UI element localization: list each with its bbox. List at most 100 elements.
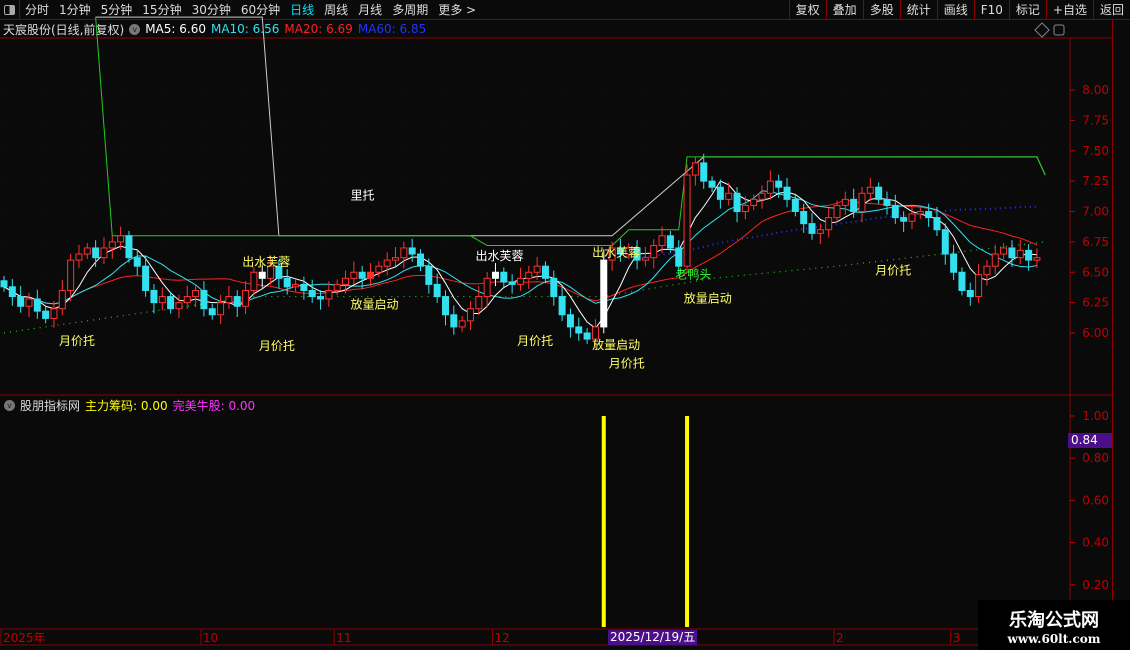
toolbar-button[interactable]: F10 <box>973 0 1009 20</box>
indicator-name: 股朋指标网 <box>20 399 81 413</box>
grid-dot <box>1041 119 1043 121</box>
grid-dot <box>641 180 643 182</box>
grid-dot <box>321 150 323 152</box>
grid-dot <box>681 332 683 334</box>
period-tab[interactable]: 30分钟 <box>191 3 231 17</box>
grid-dot <box>881 332 883 334</box>
candle-body <box>625 247 633 255</box>
grid-dot <box>321 241 323 243</box>
candle-body <box>600 259 608 328</box>
period-tab[interactable]: 周线 <box>324 3 349 17</box>
indicator-header: v 股朋指标网 主力筹码: 0.00 完美牛股: 0.00 <box>4 397 260 414</box>
candle-body <box>475 296 483 310</box>
right-side-panel[interactable] <box>1112 20 1130 650</box>
grid-dot <box>161 180 163 182</box>
period-tab[interactable]: 1分钟 <box>59 3 91 17</box>
toolbar-button[interactable]: 复权 <box>788 0 826 20</box>
grid-dot <box>881 241 883 243</box>
grid-dot <box>601 150 603 152</box>
candle-body <box>308 289 316 298</box>
grid-dot <box>881 150 883 152</box>
grid-dot <box>761 150 763 152</box>
grid-dot <box>841 302 843 304</box>
candle-body <box>441 296 449 316</box>
grid-dot <box>521 332 523 334</box>
diamond-icon[interactable] <box>1034 22 1050 38</box>
candle-body <box>841 198 849 206</box>
grid-dot <box>361 332 363 334</box>
panel-toggle-icon[interactable] <box>0 0 20 20</box>
grid-dot <box>881 119 883 121</box>
candle-body <box>925 211 933 219</box>
grid-dot <box>921 150 923 152</box>
grid-dot <box>41 332 43 334</box>
signal-annotation: 月价托 <box>59 334 95 348</box>
toolbar-button[interactable]: 画线 <box>936 0 974 20</box>
grid-dot <box>41 89 43 91</box>
price-tick-label: 6.00 <box>1082 326 1109 340</box>
grid-dot <box>521 150 523 152</box>
grid-dot <box>401 241 403 243</box>
candle-body <box>350 271 358 279</box>
grid-dot <box>121 150 123 152</box>
grid-dot <box>881 180 883 182</box>
grid-dot <box>361 150 363 152</box>
toolbar-button[interactable]: 多股 <box>862 0 900 20</box>
period-tab[interactable]: 分时 <box>25 3 50 17</box>
grid-dot <box>441 241 443 243</box>
period-tab[interactable]: 60分钟 <box>240 3 281 17</box>
toolbar-button[interactable]: 标记 <box>1008 0 1046 20</box>
candle-body <box>691 162 699 176</box>
grid-dot <box>321 302 323 304</box>
toolbar-button[interactable]: +自选 <box>1045 0 1093 20</box>
candle-body <box>192 289 200 298</box>
period-tab[interactable]: 15分钟 <box>142 3 182 17</box>
candle-body <box>75 253 83 261</box>
panel-toggle-icon[interactable] <box>1053 24 1065 36</box>
candle-body <box>375 265 383 273</box>
grid-dot <box>401 119 403 121</box>
grid-dot <box>841 89 843 91</box>
chevron-down-icon[interactable]: v <box>4 400 15 411</box>
period-tab[interactable]: 月线 <box>358 3 383 17</box>
toolbar-button[interactable]: 返回 <box>1092 0 1130 20</box>
grid-dot <box>241 211 243 212</box>
grid-dot <box>361 241 363 243</box>
grid-dot <box>841 211 843 212</box>
grid-dot <box>281 241 283 243</box>
period-tab[interactable]: 日线 <box>290 3 315 17</box>
candle-body <box>317 296 325 300</box>
candle-body <box>958 271 966 291</box>
candle-body <box>258 271 266 279</box>
grid-dot <box>761 241 763 243</box>
candle-body <box>417 253 424 267</box>
step-line-green <box>95 17 1046 247</box>
candle-body <box>658 235 666 247</box>
grid-dot <box>761 211 763 212</box>
grid-dot <box>321 271 323 273</box>
candle-body <box>750 198 758 206</box>
candle-body <box>425 265 433 285</box>
grid-dot <box>761 302 763 304</box>
chevron-down-icon[interactable]: v <box>129 23 141 35</box>
indicator-bar <box>685 416 690 627</box>
period-tab[interactable]: 更多 > <box>438 3 477 17</box>
grid-dot <box>801 332 803 334</box>
signal-annotation: 出水芙蓉 <box>242 255 290 269</box>
signal-annotation: 月价托 <box>875 264 911 278</box>
candle-body <box>616 247 624 255</box>
toolbar-button[interactable]: 统计 <box>899 0 937 20</box>
grid-dot <box>1001 119 1003 121</box>
candle-body <box>708 180 716 188</box>
period-tab[interactable]: 多周期 <box>392 3 429 17</box>
period-tab[interactable]: 5分钟 <box>100 3 133 17</box>
grid-dot <box>681 180 683 182</box>
grid-dot <box>241 119 243 121</box>
grid-dot <box>81 119 83 121</box>
grid-dot <box>1 150 3 152</box>
toolbar-button[interactable]: 叠加 <box>825 0 863 20</box>
candle-body <box>791 198 799 213</box>
candle-body <box>158 296 166 304</box>
grid-dot <box>561 241 563 243</box>
